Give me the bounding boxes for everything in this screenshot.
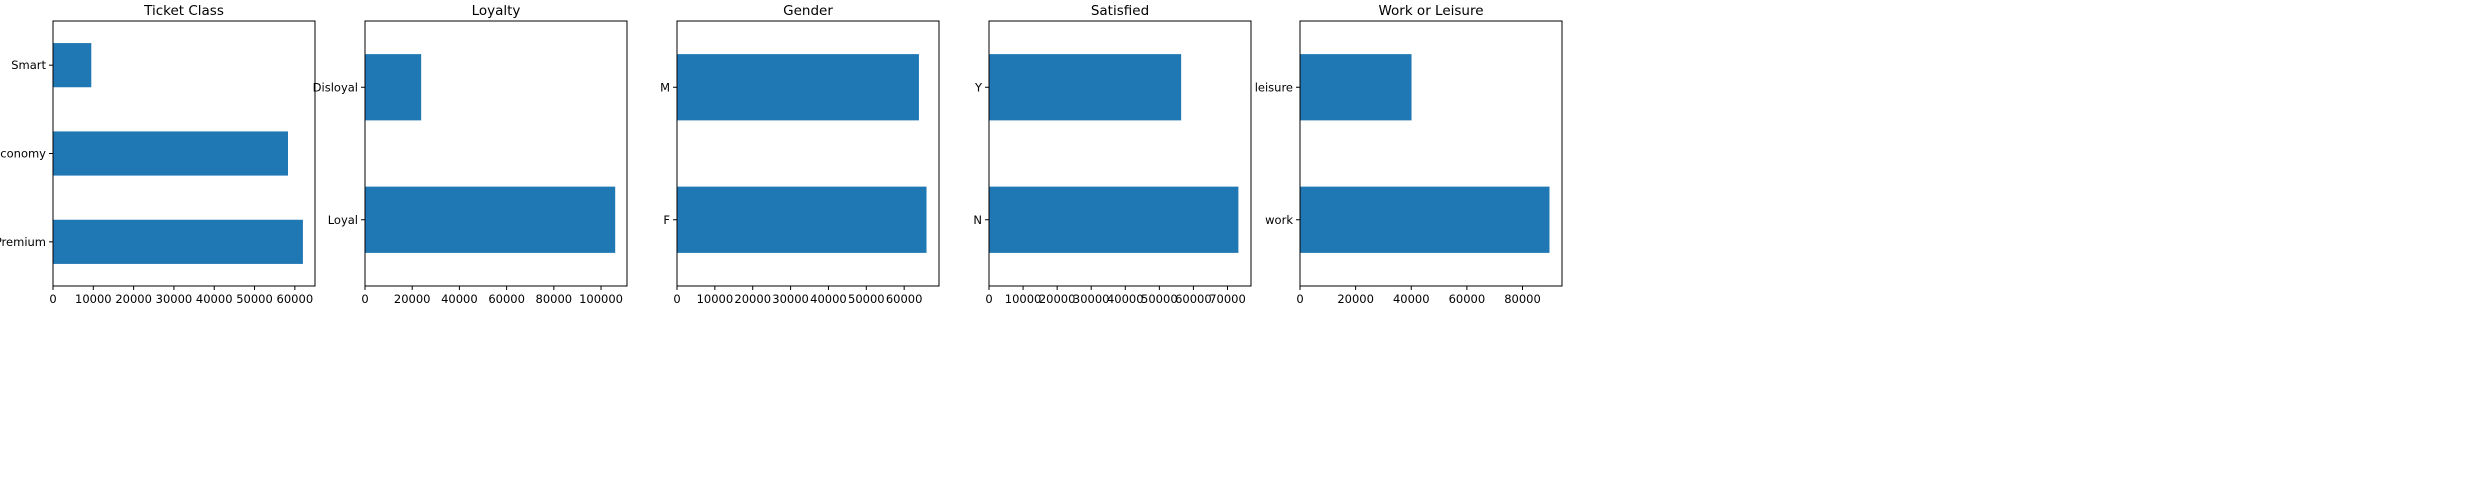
- x-tick-label: 0: [49, 292, 56, 306]
- bar-leisure: [1300, 54, 1412, 121]
- x-tick-label: 20000: [1039, 292, 1076, 306]
- plot-frame: [676, 20, 940, 287]
- bar-work: [1300, 186, 1550, 253]
- chart-panel-4: Work or Leisure work leisure 0 20000 40000 600…: [1255, 3, 1563, 306]
- x-tick-label: 30000: [1073, 292, 1110, 306]
- chart-title: Gender: [783, 3, 833, 19]
- x-tick-label: 70000: [1209, 292, 1246, 306]
- x-tick-label: 60000: [1175, 292, 1212, 306]
- plot-frame: [364, 20, 628, 287]
- bar-M: [677, 54, 919, 121]
- x-tick-label: 0: [361, 292, 368, 306]
- x-tick-label: 10000: [697, 292, 734, 306]
- bar-Smart: [53, 43, 92, 88]
- x-tick-label: 80000: [536, 292, 573, 306]
- x-tick-label: 0: [673, 292, 680, 306]
- bar-Disloyal: [365, 54, 422, 121]
- x-tick-label: 40000: [1393, 292, 1430, 306]
- bar-N: [989, 186, 1239, 253]
- chart-panel-2: Gender F M 0 10000 20000 30000 40000 50000 60000: [660, 3, 940, 306]
- bar-Y: [989, 54, 1182, 121]
- bar-Loyal: [365, 186, 616, 253]
- x-tick-label: 20000: [115, 292, 152, 306]
- y-tick-label: N: [973, 213, 982, 227]
- x-tick-label: 40000: [441, 292, 478, 306]
- x-tick-label: 60000: [1449, 292, 1486, 306]
- x-tick-label: 50000: [236, 292, 273, 306]
- x-tick-label: 30000: [772, 292, 809, 306]
- x-tick-label: 0: [985, 292, 992, 306]
- chart-panel-0: Ticket Class Premium Economy Smart 0 10000200…: [0, 3, 316, 306]
- chart-title: Ticket Class: [143, 3, 224, 19]
- x-tick-label: 80000: [1504, 292, 1541, 306]
- x-tick-label: 40000: [1107, 292, 1144, 306]
- plot-frame: [1299, 20, 1563, 287]
- x-tick-label: 100000: [579, 292, 623, 306]
- x-tick-label: 20000: [734, 292, 771, 306]
- x-tick-label: 20000: [394, 292, 431, 306]
- plot-frame: [988, 20, 1252, 287]
- x-tick-label: 10000: [1005, 292, 1042, 306]
- x-tick-label: 50000: [1141, 292, 1178, 306]
- x-tick-label: 0: [1296, 292, 1303, 306]
- x-tick-label: 60000: [277, 292, 314, 306]
- x-tick-label: 50000: [848, 292, 885, 306]
- y-tick-label: Y: [974, 80, 983, 94]
- chart-panel-3: Satisfied N Y 0 1000020000300004000050000600…: [973, 3, 1252, 306]
- x-tick-label: 20000: [1337, 292, 1374, 306]
- y-tick-label: M: [660, 80, 670, 94]
- chart-title: Satisfied: [1091, 3, 1149, 19]
- x-tick-label: 40000: [196, 292, 233, 306]
- x-tick-label: 10000: [75, 292, 112, 306]
- y-tick-label: F: [663, 213, 670, 227]
- y-tick-label: leisure: [1255, 80, 1293, 94]
- y-tick-label: Smart: [11, 58, 46, 72]
- x-tick-label: 30000: [156, 292, 193, 306]
- bar-Economy: [53, 131, 288, 176]
- chart-title: Work or Leisure: [1378, 3, 1483, 19]
- x-tick-label: 60000: [886, 292, 923, 306]
- x-tick-label: 60000: [488, 292, 525, 306]
- bar-Premium: [53, 219, 303, 264]
- chart-panel-1: Loyalty Loyal Disloyal 0 20000 40000 60000 8000…: [313, 3, 628, 306]
- y-tick-label: Disloyal: [313, 80, 358, 94]
- y-tick-label: Loyal: [328, 213, 358, 227]
- y-tick-label: work: [1265, 213, 1293, 227]
- y-tick-label: Premium: [0, 235, 46, 249]
- chart-title: Loyalty: [472, 3, 521, 19]
- bar-F: [677, 186, 927, 253]
- x-tick-label: 40000: [810, 292, 847, 306]
- y-tick-label: Economy: [0, 147, 46, 161]
